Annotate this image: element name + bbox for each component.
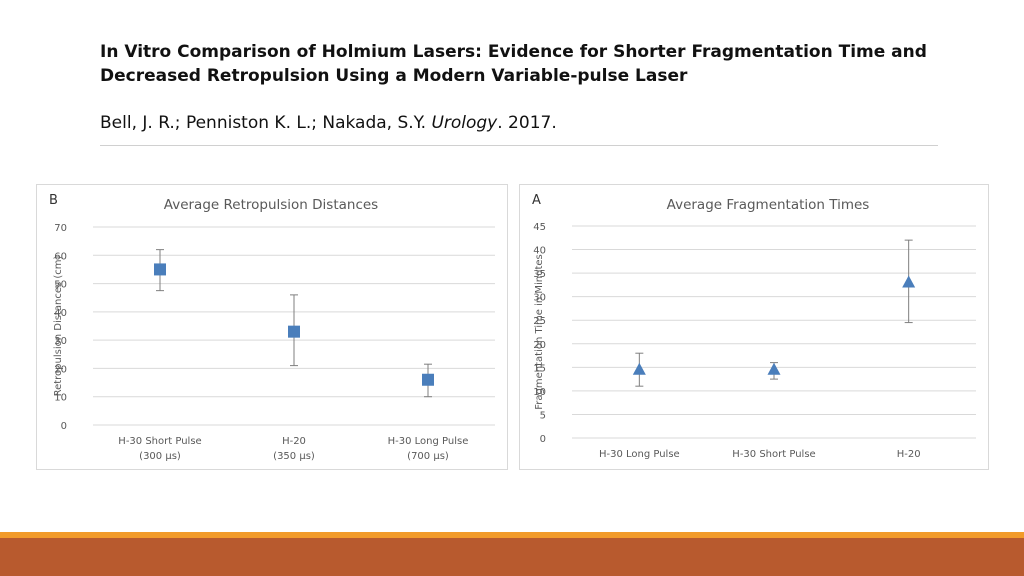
retropulsion-data-point — [288, 325, 300, 338]
fragmentation-y-tick-label: 25 — [533, 316, 546, 327]
retropulsion-y-tick-label: 60 — [54, 251, 67, 262]
retropulsion-x-tick-label: H-30 Long Pulse — [388, 436, 469, 447]
retropulsion-y-tick-label: 20 — [54, 364, 67, 375]
fragmentation-y-tick-label: 10 — [533, 387, 546, 398]
citation-journal: Urology — [431, 113, 498, 133]
retropulsion-panel-label: B — [49, 193, 58, 208]
fragmentation-x-tick-label: H-30 Short Pulse — [732, 449, 815, 460]
retropulsion-x-tick-label: H-20 — [282, 436, 306, 447]
fragmentation-data-point — [902, 275, 916, 288]
fragmentation-y-tick-label: 15 — [533, 363, 546, 374]
fragmentation-data-point — [767, 362, 781, 375]
fragmentation-y-tick-label: 0 — [540, 434, 546, 445]
citation: Bell, J. R.; Penniston K. L.; Nakada, S.… — [100, 111, 940, 135]
fragmentation-panel-label: A — [532, 193, 541, 208]
retropulsion-y-tick-label: 10 — [54, 393, 67, 404]
fragmentation-x-tick-label: H-20 — [897, 449, 921, 460]
retropulsion-x-tick-label: (700 µs) — [407, 451, 449, 462]
slide-title: In Vitro Comparison of Holmium Lasers: E… — [100, 42, 927, 86]
fragmentation-y-tick-label: 40 — [533, 246, 546, 257]
citation-authors: Bell, J. R.; Penniston K. L.; Nakada, S.… — [100, 113, 432, 133]
retropulsion-y-tick-label: 0 — [61, 421, 67, 432]
footer-accent-bar — [0, 532, 1024, 538]
retropulsion-data-point — [154, 263, 166, 276]
fragmentation-y-tick-label: 30 — [533, 293, 546, 304]
retropulsion-y-tick-label: 70 — [54, 223, 67, 234]
retropulsion-chart: B Average Retropulsion Distances 0 10 20 30 40… — [49, 193, 495, 462]
retropulsion-chart-panel: B Average Retropulsion Distances 0 10 20 30 40… — [36, 184, 508, 470]
retropulsion-chart-title: Average Retropulsion Distances — [164, 197, 378, 213]
fragmentation-y-tick-label: 5 — [540, 410, 546, 421]
retropulsion-y-axis-label: Retropulsion Distances (cm) — [53, 255, 64, 396]
fragmentation-data-point — [632, 362, 646, 375]
retropulsion-y-tick-label: 40 — [54, 308, 67, 319]
retropulsion-y-tick-label: 30 — [54, 336, 67, 347]
fragmentation-chart: A Average Fragmentation Times 0 5 10 15 20 25 30… — [532, 193, 976, 460]
fragmentation-y-tick-label: 35 — [533, 269, 546, 280]
retropulsion-x-tick-label: H-30 Short Pulse — [118, 436, 201, 447]
title-divider — [100, 145, 938, 146]
fragmentation-y-tick-label: 20 — [533, 340, 546, 351]
fragmentation-x-tick-label: H-30 Long Pulse — [599, 449, 680, 460]
fragmentation-y-axis-label: Fragmentation Time in Minutes — [534, 254, 545, 410]
fragmentation-y-tick-label: 45 — [533, 222, 546, 233]
retropulsion-y-tick-label: 50 — [54, 280, 67, 291]
footer-bar — [0, 538, 1024, 576]
retropulsion-x-tick-label: (350 µs) — [273, 451, 315, 462]
fragmentation-chart-title: Average Fragmentation Times — [667, 197, 870, 213]
citation-year: . 2017. — [497, 113, 557, 133]
retropulsion-x-tick-label: (300 µs) — [139, 451, 181, 462]
retropulsion-data-point — [422, 373, 434, 386]
fragmentation-chart-panel: A Average Fragmentation Times 0 5 10 15 20 25 30… — [519, 184, 989, 470]
